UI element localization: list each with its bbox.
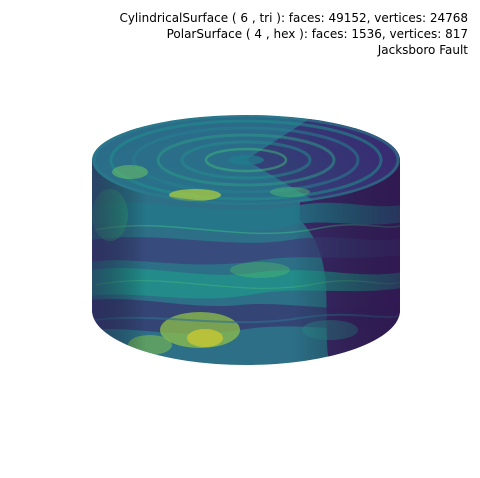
figure-annotations: CylindricalSurface ( 6 , tri ): faces: 4… — [119, 10, 468, 58]
cylindrical-surface-label: CylindricalSurface ( 6 , tri ): faces: 4… — [119, 11, 468, 25]
cylinder-side — [92, 160, 400, 365]
polar-surface-label: PolarSurface ( 4 , hex ): faces: 1536, v… — [166, 27, 468, 41]
dataset-name-label: Jacksboro Fault — [377, 43, 468, 57]
